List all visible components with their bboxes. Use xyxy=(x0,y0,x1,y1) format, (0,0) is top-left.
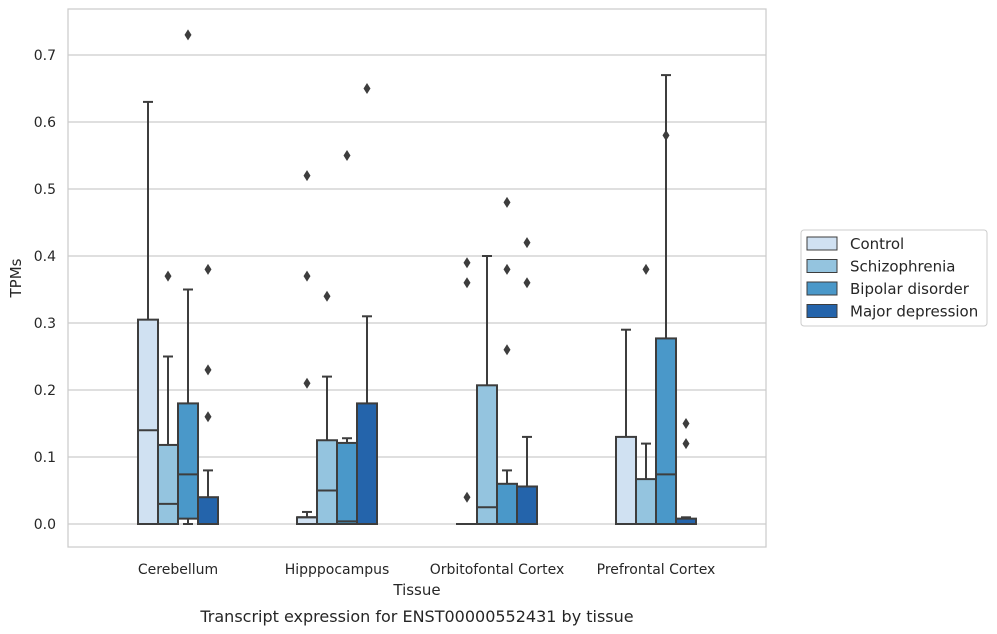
outlier-point xyxy=(463,491,471,503)
y-tick-label: 0.3 xyxy=(34,316,56,332)
y-tick-label: 0.7 xyxy=(34,48,56,64)
y-tick-label: 0.4 xyxy=(34,249,56,265)
outlier-point xyxy=(204,263,212,275)
box-body xyxy=(137,318,159,525)
box-body xyxy=(476,384,498,525)
outlier-point xyxy=(463,257,471,269)
outlier-point xyxy=(204,411,212,423)
box-body xyxy=(635,478,657,525)
legend-swatch xyxy=(806,281,838,296)
outlier-point xyxy=(642,263,650,275)
y-tick-label: 0.5 xyxy=(34,182,56,198)
outlier-point xyxy=(204,364,212,376)
legend-swatch xyxy=(806,259,838,273)
box xyxy=(476,255,498,525)
series-major-depression xyxy=(197,83,697,526)
box xyxy=(655,74,677,525)
outlier-point xyxy=(184,29,192,41)
outlier-point xyxy=(682,418,690,429)
legend-frame xyxy=(800,229,988,327)
outlier-point xyxy=(343,150,351,161)
legend-swatch xyxy=(806,236,838,251)
outlier-point xyxy=(323,290,331,302)
box xyxy=(615,328,637,525)
series-control xyxy=(137,100,637,526)
box xyxy=(177,29,199,525)
y-tick-label: 0.2 xyxy=(34,383,56,399)
y-tick-label: 0.0 xyxy=(34,517,56,533)
series-bipolar-disorder xyxy=(177,29,677,525)
box-body xyxy=(356,402,378,525)
legend-label: Schizophrenia xyxy=(850,258,955,276)
box xyxy=(137,100,159,525)
series-schizophrenia xyxy=(157,255,657,525)
outlier-point xyxy=(303,270,311,282)
outlier-point xyxy=(523,237,531,249)
outlier-point xyxy=(363,83,371,94)
y-axis-ticks: 0.0 0.1 0.2 0.3 0.4 0.5 0.6 0.7 xyxy=(34,48,56,533)
legend-label: Bipolar disorder xyxy=(850,280,970,298)
outlier-point xyxy=(303,170,311,182)
outlier-point xyxy=(503,196,511,208)
box-body xyxy=(516,485,538,526)
box-body xyxy=(296,516,318,525)
outlier-point xyxy=(503,263,511,275)
box xyxy=(516,237,538,526)
box-body xyxy=(496,482,518,525)
legend: Control Schizophrenia Bipolar disorder Majo… xyxy=(800,229,988,327)
x-tick-label: Cerebellum xyxy=(138,562,218,578)
legend-swatch xyxy=(806,304,838,318)
x-axis-label: Tissue xyxy=(392,581,440,599)
outlier-point xyxy=(682,438,690,450)
box xyxy=(675,418,697,526)
outlier-point xyxy=(463,277,471,289)
box-body xyxy=(316,439,338,525)
box xyxy=(356,83,378,525)
box-body xyxy=(157,443,179,525)
outlier-point xyxy=(523,277,531,289)
y-tick-label: 0.6 xyxy=(34,115,56,131)
chart-caption: Transcript expression for ENST0000055243… xyxy=(199,607,633,626)
outlier-point xyxy=(662,129,670,141)
box xyxy=(296,170,318,525)
x-axis-ticks: Cerebellum Hipppocampus Orbitofontal Corte… xyxy=(138,562,715,578)
y-axis-label: TPMs xyxy=(7,258,25,298)
box xyxy=(635,263,657,525)
x-tick-label: Hipppocampus xyxy=(285,562,390,578)
outlier-point xyxy=(503,344,511,356)
box-body xyxy=(197,496,219,526)
box-body xyxy=(177,402,199,520)
outlier-point xyxy=(164,270,172,282)
box-series xyxy=(137,29,697,526)
box-body xyxy=(336,441,358,525)
box xyxy=(197,263,219,526)
box-body xyxy=(615,435,637,525)
x-tick-label: Prefrontal Cortex xyxy=(597,562,716,578)
legend-label: Control xyxy=(850,235,904,253)
y-tick-label: 0.1 xyxy=(34,450,56,466)
x-tick-label: Orbitofontal Cortex xyxy=(430,562,565,578)
legend-label: Major depression xyxy=(850,303,978,321)
outlier-point xyxy=(303,377,311,389)
box-body xyxy=(655,337,677,525)
